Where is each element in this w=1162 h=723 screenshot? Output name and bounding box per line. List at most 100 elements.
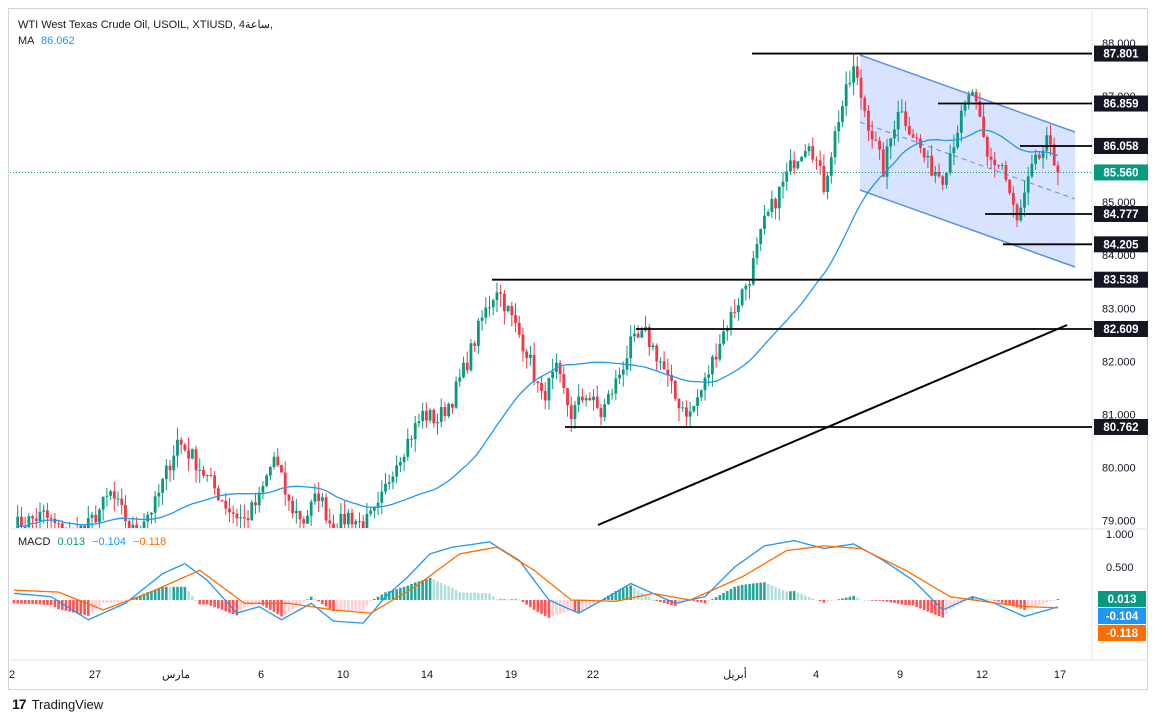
- macd-label: -0.104: [1106, 611, 1139, 623]
- macd-histogram-bar: [863, 599, 867, 601]
- macd-histogram-bar: [443, 584, 447, 600]
- macd-histogram-bar: [477, 593, 480, 600]
- macd-histogram-bar: [896, 600, 900, 604]
- candle-body: [1056, 165, 1060, 173]
- macd-histogram-bar: [893, 600, 896, 603]
- macd-histogram-bar: [60, 600, 64, 611]
- macd-histogram-bar: [395, 589, 398, 600]
- macd-histogram-bar: [529, 600, 532, 608]
- macd-histogram-bar: [376, 596, 380, 600]
- macd-histogram-bar: [146, 592, 150, 600]
- candle-body: [98, 509, 101, 523]
- macd-histogram-bar: [934, 600, 937, 615]
- macd-histogram-bar: [1052, 600, 1056, 601]
- price-label-bg: [1094, 271, 1148, 288]
- candle-body: [53, 518, 57, 524]
- macd-histogram-bar: [183, 586, 187, 600]
- price-label-bg: [1094, 45, 1148, 62]
- macd-histogram-bar: [27, 600, 31, 604]
- macd-histogram-bar: [543, 600, 547, 616]
- macd-histogram-bar: [1019, 600, 1023, 609]
- candle-body: [306, 515, 309, 524]
- candle-body: [770, 198, 774, 213]
- price-label-bg: [1094, 95, 1148, 112]
- price-label-bg: [1094, 236, 1148, 253]
- candle-body: [413, 423, 417, 440]
- candle-body: [343, 513, 347, 525]
- candle-body: [562, 374, 566, 389]
- macd-histogram-bar: [711, 599, 714, 600]
- candle-body: [796, 161, 800, 169]
- macd-histogram-bar: [139, 595, 142, 600]
- candle-body: [146, 514, 150, 522]
- macd-histogram-bar: [1038, 600, 1041, 606]
- macd-histogram-bar: [826, 600, 829, 602]
- macd-histogram-bar: [172, 586, 176, 600]
- macd-histogram-bar: [16, 600, 20, 604]
- candle-body: [863, 97, 867, 111]
- price-tick-label: 81.000: [1102, 409, 1136, 421]
- candle-body: [339, 513, 343, 528]
- candle-body: [361, 521, 365, 528]
- macd-histogram-bar: [309, 596, 313, 600]
- candle-body: [733, 312, 737, 314]
- candle-body: [57, 523, 60, 525]
- macd-histogram-bar: [811, 598, 815, 600]
- macd-histogram-bar: [269, 600, 272, 610]
- candle-body: [822, 166, 826, 192]
- candle-body: [1000, 165, 1004, 167]
- candle-body: [607, 394, 610, 405]
- macd-histogram-bar: [852, 595, 855, 600]
- macd-histogram-bar: [859, 599, 863, 601]
- candle-body: [696, 397, 699, 406]
- candle-body: [250, 502, 254, 521]
- macd-histogram-bar: [777, 588, 781, 600]
- candle-body: [436, 421, 439, 424]
- candle-body: [458, 377, 462, 382]
- candle-body: [1015, 204, 1019, 221]
- macd-histogram-bar: [659, 600, 662, 602]
- macd-histogram-bar: [1041, 600, 1045, 604]
- macd-histogram-bar: [79, 600, 83, 615]
- macd-histogram-bar: [1045, 600, 1049, 603]
- candle-body: [937, 171, 941, 177]
- candle-body: [844, 84, 848, 107]
- candle-body: [369, 510, 373, 514]
- candle-body: [34, 518, 38, 521]
- candle-body: [242, 517, 246, 519]
- macd-histogram-bar: [49, 600, 53, 605]
- macd-histogram-bar: [339, 600, 343, 612]
- macd-histogram-bar: [373, 598, 376, 600]
- macd-histogram-bar: [748, 583, 751, 600]
- candle-body: [1026, 176, 1030, 193]
- macd-histogram-bar: [551, 600, 554, 617]
- candle-body: [179, 439, 183, 445]
- candle-body: [737, 305, 740, 313]
- candle-body: [603, 404, 607, 418]
- macd-line-value: −0.104: [92, 536, 126, 548]
- macd-histogram-bar: [68, 600, 72, 612]
- macd-histogram-bar: [521, 600, 525, 602]
- macd-histogram-bar: [428, 578, 432, 600]
- macd-histogram-bar: [974, 597, 978, 600]
- macd-histogram-bar: [796, 592, 800, 600]
- macd-histogram-bar: [997, 600, 1000, 602]
- candle-body: [127, 521, 131, 528]
- candle-body: [153, 496, 157, 513]
- candle-body: [157, 492, 161, 497]
- candle-body: [614, 378, 618, 394]
- candle-body: [424, 410, 428, 421]
- macd-histogram-bar: [722, 592, 725, 600]
- time-tick-label: مارس: [162, 669, 190, 681]
- candle-body: [811, 146, 815, 160]
- macd-histogram-bar: [276, 600, 280, 615]
- candle-body: [870, 130, 874, 140]
- macd-histogram-bar: [399, 587, 402, 600]
- macd-signal-value: −0.118: [133, 536, 167, 548]
- candle-body: [595, 396, 599, 408]
- macd-histogram-bar: [295, 600, 298, 608]
- macd-histogram-bar: [20, 600, 23, 604]
- macd-histogram-bar: [176, 586, 179, 600]
- macd-histogram-bar: [952, 600, 956, 608]
